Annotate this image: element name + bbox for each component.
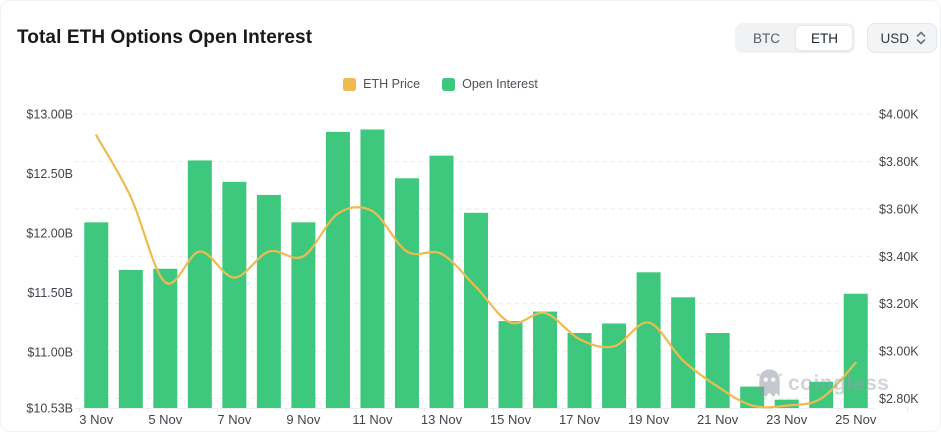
oi-bar-24-nov[interactable] — [809, 381, 834, 408]
x-axis-label: 7 Nov — [217, 412, 251, 427]
oi-bar-19-nov[interactable] — [636, 272, 661, 408]
left-axis-label: $10.53B — [26, 402, 73, 416]
x-axis-label: 15 Nov — [490, 412, 532, 427]
oi-bar-6-nov[interactable] — [187, 160, 212, 408]
legend-label-eth-price: ETH Price — [363, 77, 421, 91]
chart-legend: ETH Price Open Interest — [1, 77, 880, 91]
oi-bar-23-nov[interactable] — [774, 399, 799, 408]
x-axis-label: 11 Nov — [352, 412, 393, 427]
right-axis-label: $3.00K — [879, 345, 919, 359]
oi-bar-7-nov[interactable] — [222, 181, 247, 408]
header-controls: BTC ETH USD — [735, 23, 937, 53]
chevron-updown-icon — [916, 31, 926, 45]
x-axis-label: 21 Nov — [697, 412, 739, 427]
oi-bar-14-nov[interactable] — [464, 212, 488, 408]
right-axis-label: $3.60K — [879, 202, 919, 216]
oi-bar-15-nov[interactable] — [498, 321, 523, 408]
oi-bar-3-nov[interactable] — [84, 222, 109, 408]
currency-select-value: USD — [880, 30, 909, 46]
x-axis-label: 17 Nov — [559, 412, 601, 427]
x-axis-label: 23 Nov — [766, 412, 808, 427]
oi-bar-10-nov[interactable] — [325, 131, 350, 408]
page-title: Total ETH Options Open Interest — [17, 27, 313, 48]
right-axis-label: $2.80K — [879, 392, 919, 406]
x-axis-label: 19 Nov — [628, 412, 670, 427]
currency-select[interactable]: USD — [867, 23, 937, 53]
x-axis-label: 5 Nov — [148, 412, 182, 427]
legend-swatch-open-interest — [442, 77, 456, 91]
oi-bar-11-nov[interactable] — [360, 129, 385, 408]
x-axis-label: 3 Nov — [79, 412, 113, 427]
right-axis-label: $4.00K — [879, 108, 919, 122]
coin-toggle-eth[interactable]: ETH — [795, 25, 854, 51]
x-axis-label: 9 Nov — [286, 412, 320, 427]
right-axis-label: $3.20K — [879, 297, 919, 311]
oi-bar-4-nov[interactable] — [118, 269, 143, 408]
left-axis-label: $13.00B — [26, 108, 73, 122]
oi-bar-13-nov[interactable] — [429, 155, 454, 408]
oi-bar-8-nov[interactable] — [256, 194, 281, 408]
x-axis-label: 13 Nov — [421, 412, 463, 427]
oi-bar-9-nov[interactable] — [291, 222, 316, 408]
coin-toggle: BTC ETH — [735, 23, 856, 53]
oi-bar-12-nov[interactable] — [394, 178, 419, 408]
oi-bar-16-nov[interactable] — [533, 311, 558, 408]
legend-label-open-interest: Open Interest — [462, 77, 538, 91]
x-axis-label: 25 Nov — [835, 412, 877, 427]
left-axis-label: $11.00B — [27, 346, 73, 360]
right-axis-label: $3.40K — [879, 250, 919, 264]
oi-bar-17-nov[interactable] — [567, 333, 592, 408]
left-axis-label: $12.00B — [26, 227, 73, 241]
eth-price-line[interactable] — [95, 134, 857, 409]
oi-bar-21-nov[interactable] — [705, 333, 730, 408]
left-axis-label: $11.50B — [27, 286, 73, 300]
oi-bar-18-nov[interactable] — [602, 323, 627, 408]
chart-area[interactable]: $13.00B $12.50B $12.00B $11.50B $11.00B $10.5… — [1, 1, 940, 431]
oi-bar-20-nov[interactable] — [671, 297, 696, 408]
right-axis-label: $3.80K — [879, 155, 919, 169]
legend-swatch-eth-price — [343, 77, 357, 91]
oi-bar-25-nov[interactable] — [843, 293, 868, 408]
legend-item-eth-price[interactable]: ETH Price — [343, 77, 420, 91]
left-axis-label: $12.50B — [26, 167, 73, 181]
oi-bar-5-nov[interactable] — [153, 268, 178, 408]
legend-item-open-interest[interactable]: Open Interest — [442, 77, 538, 91]
coin-toggle-btc[interactable]: BTC — [737, 25, 795, 51]
